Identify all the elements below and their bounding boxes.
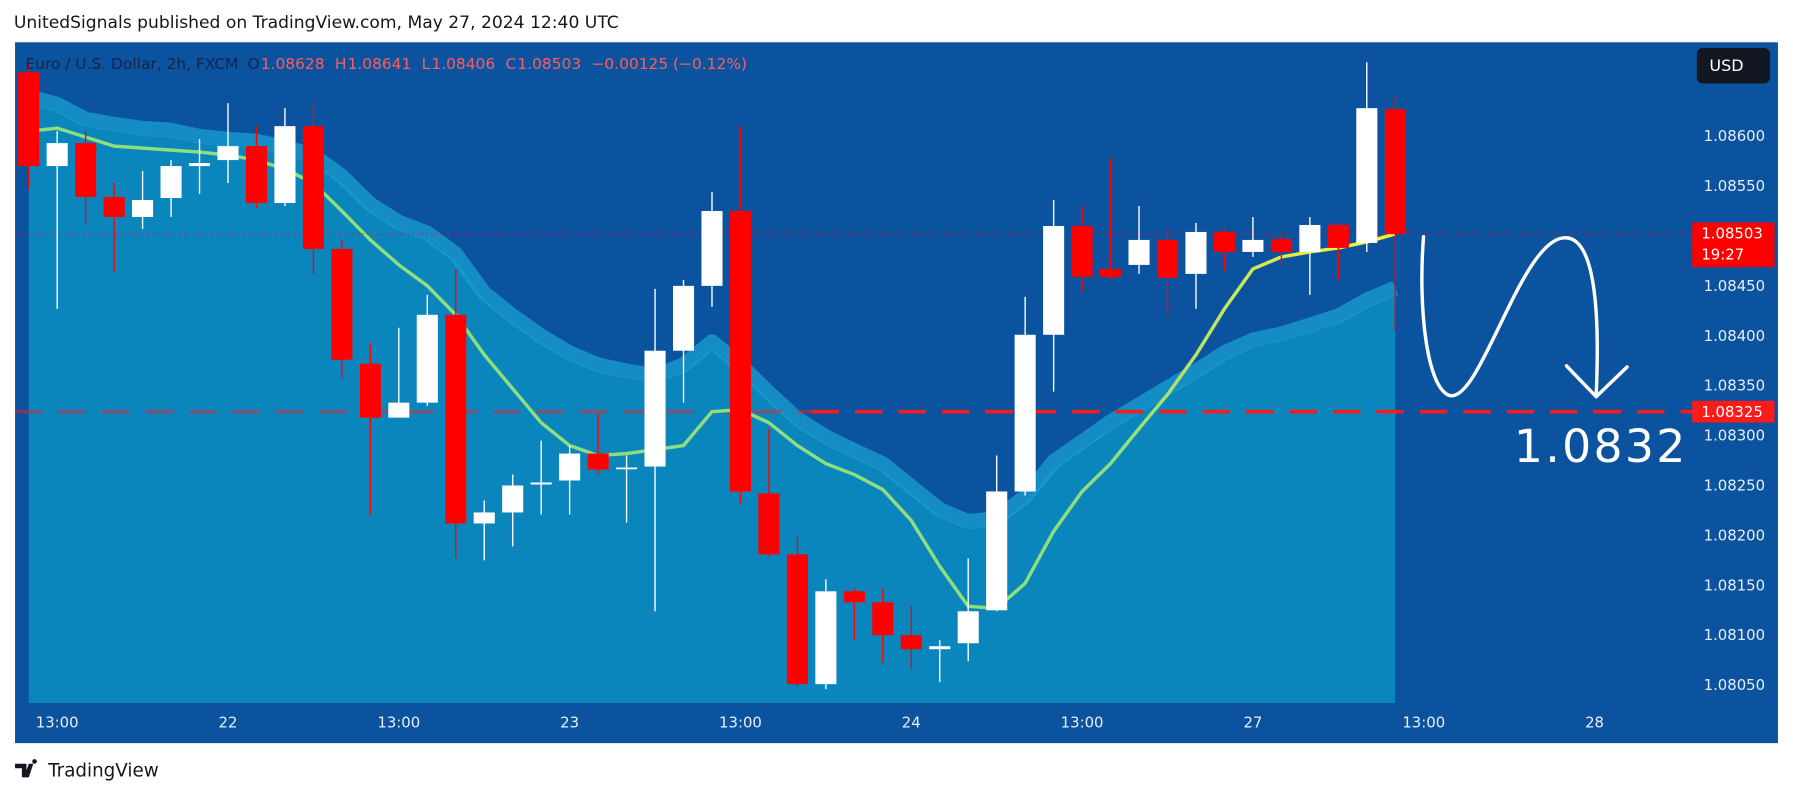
candle-body <box>644 350 666 467</box>
x-tick-label: 13:00 <box>377 714 420 732</box>
hand-drawn-arrow <box>1420 234 1629 399</box>
candle-body <box>388 402 410 418</box>
y-tick-label: 1.08050 <box>1704 676 1765 694</box>
candle-body <box>1270 238 1292 252</box>
candle-body <box>530 482 552 485</box>
plot-area <box>15 62 1693 704</box>
candle-body <box>160 166 182 199</box>
currency-label: USD <box>1709 56 1743 75</box>
candle-body <box>188 163 211 167</box>
candle-body <box>729 210 751 492</box>
candle-body <box>1071 225 1093 277</box>
y-tick-label: 1.08400 <box>1704 327 1765 345</box>
y-tick-label: 1.08200 <box>1704 526 1765 544</box>
y-tick-label: 1.08100 <box>1704 626 1765 644</box>
candle-body <box>843 591 865 603</box>
legend-item: −0.00125 (−0.12%) <box>591 55 747 73</box>
candle-body <box>1128 239 1150 265</box>
candle-body <box>1327 224 1349 248</box>
candle-body <box>18 72 40 167</box>
candle-body <box>1213 231 1235 252</box>
candle-body <box>701 210 723 286</box>
legend-item: 1.08503 <box>517 55 581 73</box>
candle-body <box>786 554 808 685</box>
candle-body <box>217 146 239 161</box>
level-price-box <box>1692 400 1775 423</box>
y-tick-label: 1.08300 <box>1704 427 1765 445</box>
currency-button[interactable] <box>1696 48 1770 84</box>
last-price-box <box>1692 222 1775 268</box>
x-tick-label: 13:00 <box>36 714 79 732</box>
candle-body <box>758 493 780 555</box>
candle-body <box>900 635 922 650</box>
logo-icon <box>15 759 37 778</box>
candle-body <box>1242 239 1264 252</box>
candle-body <box>46 143 68 167</box>
candle-body <box>1185 231 1207 274</box>
candle-body <box>132 200 154 217</box>
y-tick-label: 1.08450 <box>1704 277 1765 295</box>
x-tick-label: 28 <box>1585 714 1604 732</box>
candle-body <box>1299 224 1321 252</box>
candle-body <box>359 363 381 418</box>
candle-body <box>1156 239 1179 278</box>
last-price-label: 1.08503 <box>1701 225 1762 243</box>
candle-body <box>274 126 296 204</box>
x-tick-label: 23 <box>560 714 579 732</box>
candle-body <box>445 314 467 524</box>
indicator-area <box>28 103 1396 704</box>
y-tick-label: 1.08550 <box>1704 177 1765 195</box>
y-tick-label: 1.08350 <box>1704 377 1765 395</box>
legend-item: 1.08641 <box>348 55 412 73</box>
x-tick-label: 13:00 <box>1061 714 1104 732</box>
candle-body <box>103 197 125 217</box>
overlay: 13:00 22 13:00 23 13:00 24 13:00 27 13:00 28 1.080… <box>25 48 1775 732</box>
candle-body <box>473 512 495 524</box>
candle-body <box>331 248 353 360</box>
candle-body <box>75 143 97 198</box>
candle-body <box>416 314 438 403</box>
legend-item: 1.08628 <box>261 55 325 73</box>
candle-body <box>672 285 695 351</box>
y-tick-label: 1.08600 <box>1704 127 1765 145</box>
candle-body <box>815 591 837 685</box>
candle-body <box>1100 268 1122 277</box>
x-tick-label: 13:00 <box>1402 714 1445 732</box>
candle-body <box>872 602 894 636</box>
legend-item: Euro / U.S. Dollar, 2h, FXCM <box>25 55 238 73</box>
candle-body <box>929 646 951 650</box>
candle-body <box>245 146 268 204</box>
x-tick-label: 24 <box>902 714 921 732</box>
y-tick-label: 1.08250 <box>1704 476 1765 494</box>
candle-body <box>502 485 524 513</box>
candle-body <box>1014 334 1036 492</box>
candle-body <box>587 453 609 470</box>
legend-item: C <box>505 55 516 73</box>
candle-body <box>1356 108 1378 243</box>
candle-body <box>1384 109 1406 234</box>
legend: Euro / U.S. Dollar, 2h, FXCM O1.08628 H1.0… <box>25 55 747 73</box>
footer-logo: TradingView <box>15 759 159 782</box>
footer-brand: TradingView <box>47 761 159 782</box>
candle-body <box>616 467 638 470</box>
legend-item: O <box>247 55 259 73</box>
level-price-label: 1.08325 <box>1701 403 1762 421</box>
y-tick-label: 1.08150 <box>1704 576 1765 594</box>
legend-item: 1.08406 <box>431 55 495 73</box>
candle-body <box>1043 225 1065 335</box>
legend-item: L <box>422 55 431 73</box>
x-tick-label: 27 <box>1243 714 1262 732</box>
x-tick-label: 22 <box>219 714 238 732</box>
level-annotation: 1.0832 <box>1514 420 1688 473</box>
x-tick-label: 13:00 <box>719 714 762 732</box>
legend-item: H <box>335 55 347 73</box>
countdown-label: 19:27 <box>1701 246 1744 264</box>
candle-body <box>957 611 979 644</box>
candle-body <box>559 453 581 481</box>
candle-body <box>986 491 1008 611</box>
publish-header: UnitedSignals published on TradingView.c… <box>14 13 619 33</box>
candle-body <box>302 126 324 249</box>
